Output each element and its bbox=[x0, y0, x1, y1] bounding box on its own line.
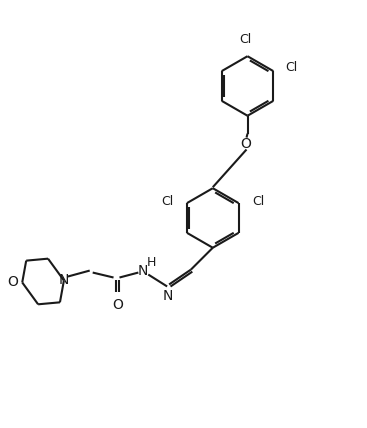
Text: Cl: Cl bbox=[252, 195, 265, 208]
Text: Cl: Cl bbox=[161, 195, 173, 208]
Text: N: N bbox=[59, 273, 69, 288]
Text: O: O bbox=[7, 276, 18, 289]
Text: Cl: Cl bbox=[285, 61, 298, 74]
Text: H: H bbox=[146, 256, 156, 269]
Text: Cl: Cl bbox=[239, 33, 252, 46]
Text: N: N bbox=[163, 289, 173, 303]
Text: N: N bbox=[138, 264, 149, 278]
Text: O: O bbox=[112, 298, 123, 312]
Text: O: O bbox=[240, 137, 251, 151]
